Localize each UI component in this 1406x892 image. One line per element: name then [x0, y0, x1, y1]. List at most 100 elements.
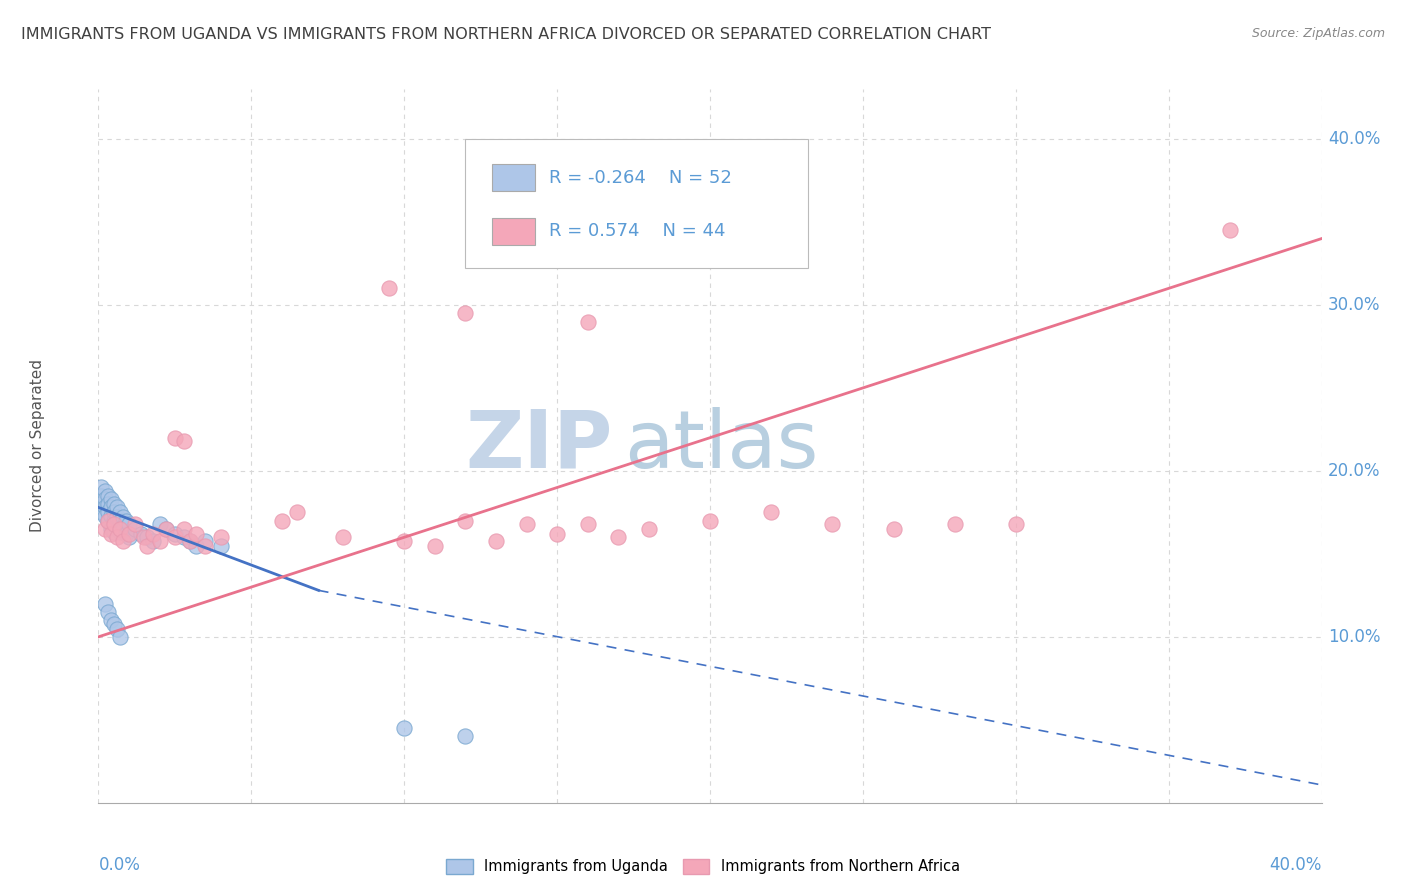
- Point: [186, 539, 208, 553]
- Point: [155, 522, 177, 536]
- Point: [134, 530, 156, 544]
- Point: [90, 505, 112, 519]
- Point: [163, 431, 186, 445]
- Point: [516, 516, 538, 531]
- Point: [179, 533, 201, 548]
- Point: [90, 481, 112, 495]
- Point: [111, 533, 134, 548]
- Bar: [492, 218, 536, 244]
- Point: [179, 533, 201, 548]
- Point: [124, 522, 146, 536]
- Point: [115, 527, 138, 541]
- Point: [454, 306, 477, 320]
- Point: [103, 616, 125, 631]
- Point: [100, 508, 122, 523]
- Point: [97, 514, 120, 528]
- Text: R = 0.574    N = 44: R = 0.574 N = 44: [548, 222, 725, 240]
- Point: [883, 522, 905, 536]
- Point: [115, 514, 138, 528]
- Point: [943, 516, 966, 531]
- Point: [155, 522, 177, 536]
- Legend: Immigrants from Uganda, Immigrants from Northern Africa: Immigrants from Uganda, Immigrants from …: [440, 853, 966, 880]
- Point: [93, 597, 115, 611]
- Point: [759, 505, 782, 519]
- Point: [93, 508, 115, 523]
- Point: [129, 527, 152, 541]
- Point: [136, 539, 159, 553]
- Text: Divorced or Separated: Divorced or Separated: [30, 359, 45, 533]
- Point: [209, 539, 232, 553]
- Point: [546, 527, 568, 541]
- Point: [93, 500, 115, 515]
- Point: [270, 514, 292, 528]
- Point: [149, 516, 172, 531]
- Point: [173, 530, 195, 544]
- Point: [93, 483, 115, 498]
- Point: [111, 510, 134, 524]
- Text: 40.0%: 40.0%: [1327, 130, 1381, 148]
- Point: [108, 525, 131, 540]
- Point: [118, 516, 141, 531]
- Point: [485, 533, 508, 548]
- FancyBboxPatch shape: [465, 139, 808, 268]
- Text: IMMIGRANTS FROM UGANDA VS IMMIGRANTS FROM NORTHERN AFRICA DIVORCED OR SEPARATED : IMMIGRANTS FROM UGANDA VS IMMIGRANTS FRO…: [21, 27, 991, 42]
- Point: [105, 522, 128, 536]
- Point: [103, 497, 125, 511]
- Point: [103, 514, 125, 528]
- Point: [173, 434, 195, 448]
- Point: [576, 516, 599, 531]
- Point: [111, 522, 134, 536]
- Point: [105, 500, 128, 515]
- Point: [100, 527, 122, 541]
- Point: [576, 314, 599, 328]
- Point: [149, 533, 172, 548]
- Point: [105, 530, 128, 544]
- Point: [194, 539, 217, 553]
- Point: [105, 622, 128, 636]
- Point: [100, 522, 122, 536]
- Point: [100, 500, 122, 515]
- Point: [454, 730, 477, 744]
- Bar: [492, 164, 536, 191]
- Point: [392, 533, 416, 548]
- Point: [108, 514, 131, 528]
- Point: [378, 281, 401, 295]
- Point: [97, 505, 120, 519]
- Point: [108, 522, 131, 536]
- Point: [103, 516, 125, 531]
- Point: [454, 514, 477, 528]
- Point: [93, 522, 115, 536]
- Point: [699, 514, 721, 528]
- Text: atlas: atlas: [624, 407, 818, 485]
- Point: [821, 516, 844, 531]
- Point: [103, 505, 125, 519]
- Point: [1219, 223, 1241, 237]
- Point: [423, 539, 446, 553]
- Point: [136, 530, 159, 544]
- Text: Source: ZipAtlas.com: Source: ZipAtlas.com: [1251, 27, 1385, 40]
- Point: [194, 533, 217, 548]
- Text: 30.0%: 30.0%: [1327, 296, 1381, 314]
- Point: [118, 527, 141, 541]
- Point: [332, 530, 354, 544]
- Text: ZIP: ZIP: [465, 407, 612, 485]
- Point: [142, 533, 165, 548]
- Point: [163, 530, 186, 544]
- Point: [108, 505, 131, 519]
- Text: 20.0%: 20.0%: [1327, 462, 1381, 480]
- Point: [607, 530, 630, 544]
- Point: [97, 497, 120, 511]
- Point: [100, 492, 122, 507]
- Point: [90, 497, 112, 511]
- Point: [97, 605, 120, 619]
- Point: [105, 510, 128, 524]
- Point: [163, 527, 186, 541]
- Text: 40.0%: 40.0%: [1270, 856, 1322, 874]
- Text: R = -0.264    N = 52: R = -0.264 N = 52: [548, 169, 731, 186]
- Point: [97, 489, 120, 503]
- Point: [100, 613, 122, 627]
- Text: 10.0%: 10.0%: [1327, 628, 1381, 646]
- Point: [1004, 516, 1026, 531]
- Point: [173, 522, 195, 536]
- Point: [118, 530, 141, 544]
